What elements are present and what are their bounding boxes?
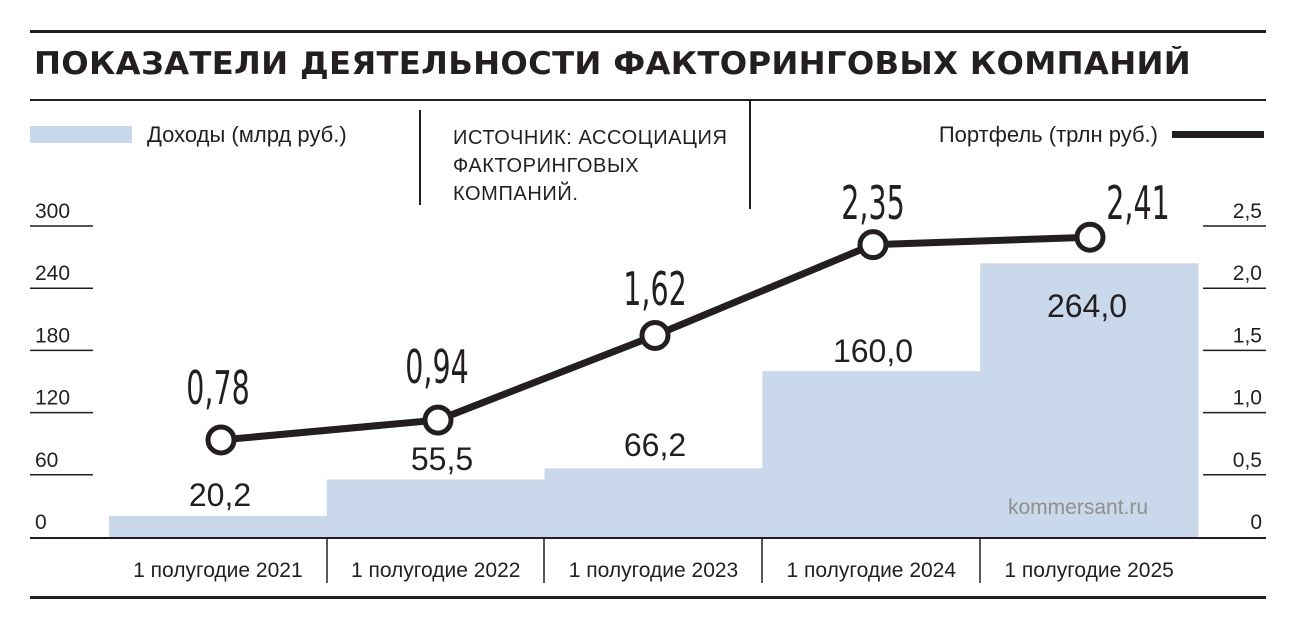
x-tick-label: 1 полугодие 2024 xyxy=(787,559,957,582)
chart-title: ПОКАЗАТЕЛИ ДЕЯТЕЛЬНОСТИ ФАКТОРИНГОВЫХ КО… xyxy=(34,46,1192,82)
bar xyxy=(544,468,763,537)
line-point xyxy=(422,404,454,436)
right-tick-label: 0 xyxy=(1250,511,1262,534)
legend-line-swatch xyxy=(1172,131,1264,138)
left-tick-label: 300 xyxy=(35,200,70,223)
right-tick-label: 1,5 xyxy=(1233,324,1262,347)
bar xyxy=(109,516,328,537)
bar-value-label: 66,2 xyxy=(624,427,686,463)
left-tick-label: 60 xyxy=(35,449,58,472)
left-tick-label: 120 xyxy=(35,387,70,410)
line-point xyxy=(1074,221,1106,253)
bar-value-label: 160,0 xyxy=(833,333,913,369)
line-value-label: 0,78 xyxy=(186,362,249,416)
title-rule xyxy=(30,99,1266,101)
right-tick-label: 2,5 xyxy=(1233,200,1262,223)
bar-value-label: 264,0 xyxy=(1047,288,1127,324)
x-tick-label: 1 полугодие 2023 xyxy=(569,559,739,582)
left-tick-label: 240 xyxy=(35,262,70,285)
bottom-rule xyxy=(30,596,1266,599)
line-value-label: 2,41 xyxy=(1106,177,1169,231)
left-tick-label: 0 xyxy=(35,511,47,534)
x-tick-label: 1 полугодие 2022 xyxy=(351,559,521,582)
bar xyxy=(980,263,1199,537)
legend-bar-label: Доходы (млрд руб.) xyxy=(147,122,347,147)
bar-value-label: 20,2 xyxy=(189,477,251,513)
line-point xyxy=(639,319,671,351)
watermark: kommersant.ru xyxy=(1008,496,1149,519)
bar xyxy=(762,371,981,537)
legend-separator-left xyxy=(419,110,421,205)
line-value-label: 1,62 xyxy=(623,263,686,317)
bar xyxy=(326,479,546,537)
bar-value-label: 55,5 xyxy=(411,441,473,477)
left-tick-label: 180 xyxy=(35,324,70,347)
right-tick-label: 2,0 xyxy=(1233,262,1262,285)
line-value-label: 2,35 xyxy=(841,177,904,231)
top-rule xyxy=(30,30,1266,33)
source-note: ИСТОЧНИК: АССОЦИАЦИЯ ФАКТОРИНГОВЫХ КОМПА… xyxy=(453,127,728,205)
x-tick-label: 1 полугодие 2025 xyxy=(1004,559,1174,582)
line-value-label: 0,94 xyxy=(405,341,468,395)
right-tick-label: 1,0 xyxy=(1233,387,1262,410)
line-point xyxy=(857,229,889,261)
line-point xyxy=(205,424,237,456)
x-tick-label: 1 полугодие 2021 xyxy=(133,559,303,582)
legend-separator-right xyxy=(749,101,751,209)
right-tick-label: 0,5 xyxy=(1233,449,1262,472)
legend-bar-swatch xyxy=(30,126,132,143)
legend-line-label: Портфель (трлн руб.) xyxy=(938,122,1158,147)
